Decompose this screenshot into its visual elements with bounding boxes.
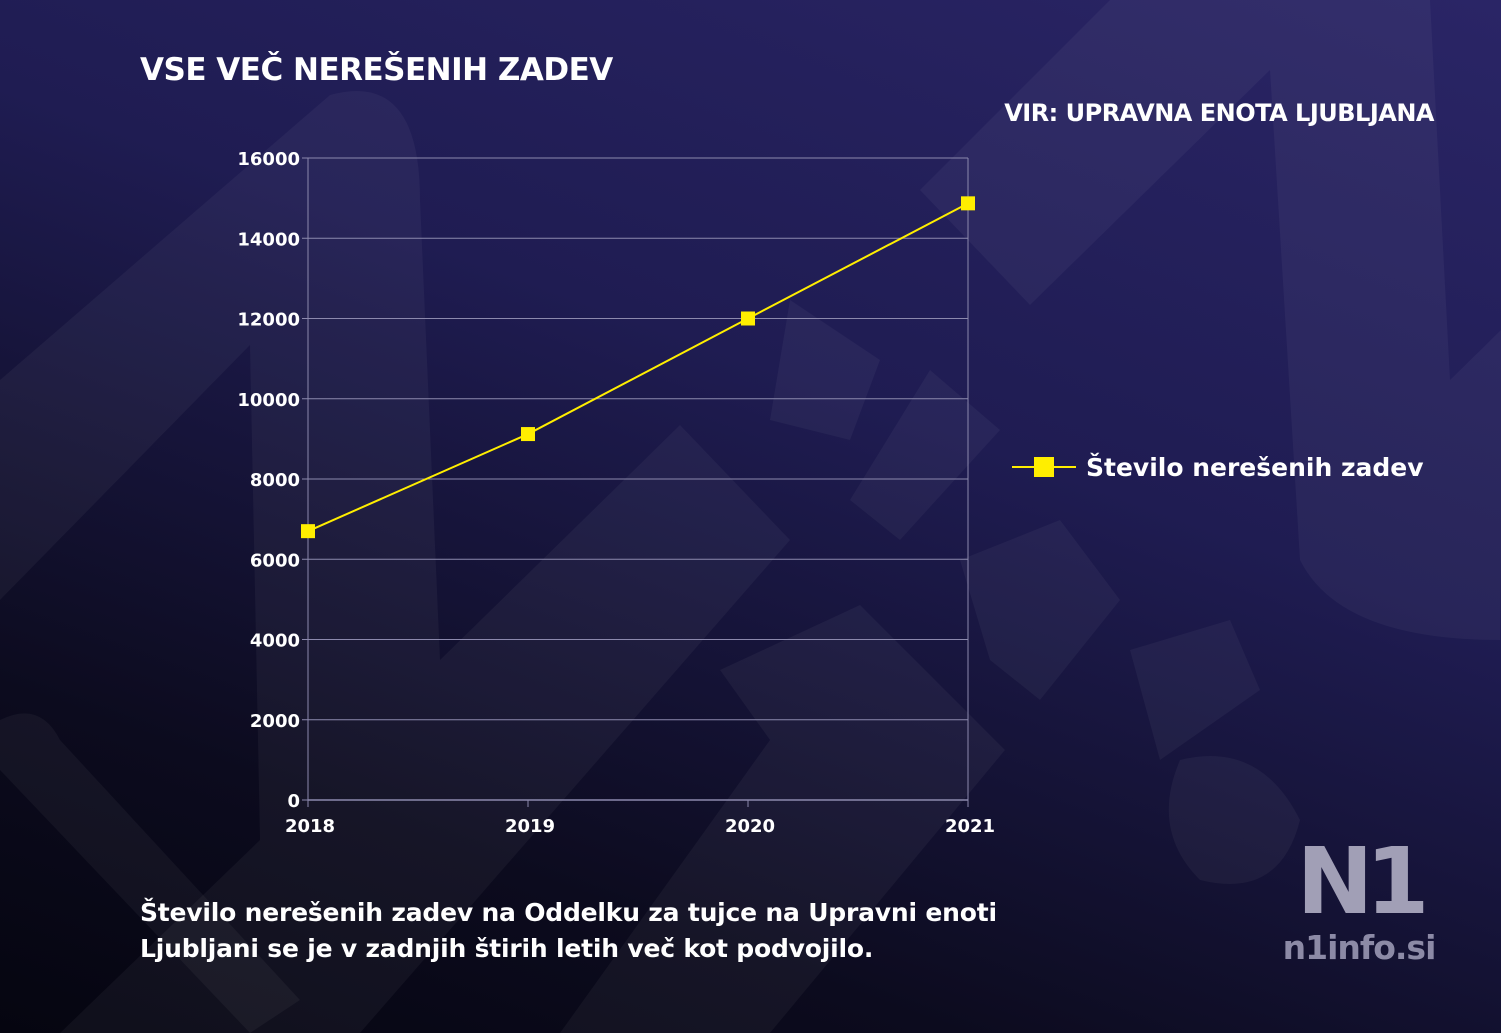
y-tick-label: 12000 [237, 310, 300, 331]
series-layer [301, 196, 975, 539]
data-point [741, 311, 755, 326]
data-point [301, 524, 315, 539]
y-tick-label: 8000 [250, 470, 300, 491]
data-point [961, 196, 975, 211]
data-point [521, 427, 535, 442]
label-layer: 0 2000 4000 6000 8000 10000 12000 14000 16000 201… [237, 149, 995, 837]
logo-mark: N1 [1296, 828, 1429, 935]
caption-line-2: Ljubljani se je v zadnjih štirih letih v… [140, 934, 874, 963]
legend-label: Število nerešenih zadev [1086, 452, 1424, 482]
y-tick-label: 14000 [237, 229, 300, 250]
chart-title: VSE VEČ NEREŠENIH ZADEV [140, 52, 613, 88]
series-line [307, 202, 969, 533]
y-tick-label: 4000 [250, 631, 300, 652]
n1-logo: N1 n1info.si [1278, 836, 1440, 968]
y-tick-label: 0 [287, 791, 300, 812]
legend: Število nerešenih zadev [1012, 449, 1424, 485]
source-label: VIR: UPRAVNA ENOTA LJUBLJANA [1004, 99, 1434, 127]
logo-domain: n1info.si [1282, 928, 1437, 967]
legend-marker [1012, 449, 1076, 485]
y-tick-label: 10000 [237, 390, 300, 411]
x-tick-label: 2021 [945, 816, 995, 837]
caption-line-1: Število nerešenih zadev na Oddelku za tu… [140, 898, 997, 927]
axis-layer [302, 157, 969, 807]
x-tick-label: 2020 [725, 816, 775, 837]
x-tick-label: 2018 [285, 816, 335, 837]
x-tick-label: 2019 [505, 816, 555, 837]
y-tick-label: 16000 [237, 149, 300, 170]
y-tick-label: 2000 [250, 711, 300, 732]
caption: Število nerešenih zadev na Oddelku za tu… [140, 895, 1040, 967]
legend-square-icon [1034, 457, 1054, 477]
y-tick-label: 6000 [250, 550, 300, 571]
